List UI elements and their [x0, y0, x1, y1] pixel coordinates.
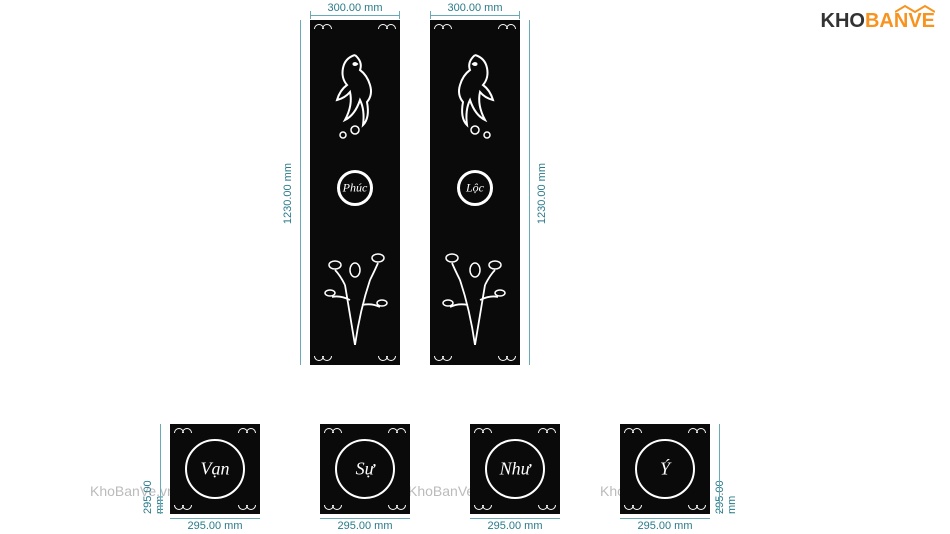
- flower-motif-icon: [320, 215, 390, 345]
- small-panel-3-wrap: Như 295.00 mm: [470, 424, 560, 514]
- corner-ornament-icon: [324, 428, 342, 438]
- small-panel-2-wrap: Sự 295.00 mm: [320, 424, 410, 514]
- big-panel-1-wrap: 300.00 mm 1230.00 mm Phúc: [310, 20, 400, 365]
- corner-ornament-icon: [174, 500, 192, 510]
- brand-logo: KHOBANVE: [821, 10, 935, 33]
- corner-ornament-icon: [624, 428, 642, 438]
- dim-width-label: 295.00 mm: [470, 520, 560, 532]
- corner-ornament-icon: [314, 24, 332, 34]
- dim-height-label: 1230.00 mm: [536, 163, 548, 224]
- corner-ornament-icon: [688, 428, 706, 438]
- corner-ornament-icon: [474, 500, 492, 510]
- small-panel-4: Ý: [620, 424, 710, 514]
- dim-line: [529, 20, 530, 365]
- big-panels-row: 300.00 mm 1230.00 mm Phúc 300.00 mm 1: [310, 20, 520, 365]
- dim-line: [160, 424, 161, 514]
- corner-ornament-icon: [538, 428, 556, 438]
- corner-ornament-icon: [324, 500, 342, 510]
- dim-tick: [399, 11, 400, 19]
- bird-motif-icon: [445, 50, 505, 140]
- corner-ornament-icon: [388, 428, 406, 438]
- dim-width-label: 300.00 mm: [310, 2, 400, 14]
- logo-text-1: KHO: [821, 10, 865, 32]
- corner-ornament-icon: [474, 428, 492, 438]
- corner-ornament-icon: [388, 500, 406, 510]
- dim-height-label: 1230.00 mm: [282, 163, 294, 224]
- small-panel-1: Vạn: [170, 424, 260, 514]
- bird-motif-icon: [325, 50, 385, 140]
- small-panel-4-wrap: 295.00 mm Ý 295.00 mm: [620, 424, 710, 514]
- dim-line: [719, 424, 720, 514]
- corner-ornament-icon: [434, 24, 452, 34]
- dim-width-label: 300.00 mm: [430, 2, 520, 14]
- dim-line: [310, 15, 400, 16]
- seal-char: Vạn: [201, 459, 230, 480]
- big-panel-2: Lộc: [430, 20, 520, 365]
- dim-height-label: 295.00 mm: [714, 459, 738, 514]
- dim-line: [300, 20, 301, 365]
- small-panel-1-wrap: 295.00 mm Vạn 295.00 mm: [170, 424, 260, 514]
- corner-ornament-icon: [378, 351, 396, 361]
- dim-line: [320, 518, 410, 519]
- big-panel-1: Phúc: [310, 20, 400, 365]
- dim-line: [170, 518, 260, 519]
- corner-ornament-icon: [498, 24, 516, 34]
- corner-ornament-icon: [238, 428, 256, 438]
- small-panel-3: Như: [470, 424, 560, 514]
- flower-motif-icon: [440, 215, 510, 345]
- dim-tick: [519, 11, 520, 19]
- seal-char: Phúc: [343, 181, 368, 196]
- corner-ornament-icon: [174, 428, 192, 438]
- circle-seal-icon: Phúc: [337, 170, 373, 206]
- corner-ornament-icon: [434, 351, 452, 361]
- dim-width-label: 295.00 mm: [170, 520, 260, 532]
- dim-line: [620, 518, 710, 519]
- dim-tick: [430, 11, 431, 19]
- circle-seal-icon: Lộc: [457, 170, 493, 206]
- dim-tick: [310, 11, 311, 19]
- seal-char: Như: [500, 459, 531, 480]
- small-panels-row: 295.00 mm Vạn 295.00 mm Sự 295.00 mm: [170, 424, 710, 514]
- logo-roof-icon: [895, 4, 935, 14]
- seal-char: Sự: [356, 459, 375, 480]
- seal-char: Ý: [660, 459, 670, 480]
- corner-ornament-icon: [498, 351, 516, 361]
- corner-ornament-icon: [688, 500, 706, 510]
- seal-char: Lộc: [466, 181, 484, 196]
- corner-ornament-icon: [314, 351, 332, 361]
- dim-line: [470, 518, 560, 519]
- dim-line: [430, 15, 520, 16]
- dim-width-label: 295.00 mm: [620, 520, 710, 532]
- corner-ornament-icon: [238, 500, 256, 510]
- dim-width-label: 295.00 mm: [320, 520, 410, 532]
- corner-ornament-icon: [538, 500, 556, 510]
- dim-height-label: 295.00 mm: [142, 459, 166, 514]
- corner-ornament-icon: [378, 24, 396, 34]
- corner-ornament-icon: [624, 500, 642, 510]
- small-panel-2: Sự: [320, 424, 410, 514]
- big-panel-2-wrap: 300.00 mm 1230.00 mm Lộc: [430, 20, 520, 365]
